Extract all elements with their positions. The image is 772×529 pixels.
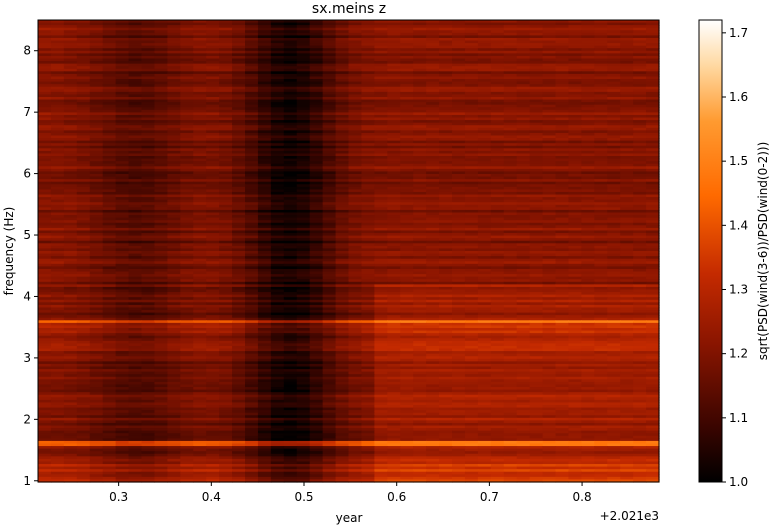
y-tick-label: 8	[23, 44, 31, 58]
x-axis-ticks: 0.3 0.4 0.5 0.6 0.7 0.8	[109, 482, 592, 504]
y-tick-label: 3	[23, 351, 31, 365]
y-tick-label: 7	[23, 105, 31, 119]
x-tick-label: 0.7	[480, 490, 499, 504]
x-tick-label: 0.5	[294, 490, 313, 504]
y-tick-label: 2	[23, 412, 31, 426]
y-tick-label: 6	[23, 167, 31, 181]
colorbar-tick-label: 1.1	[729, 411, 748, 425]
colorbar-tick-label: 1.4	[729, 218, 748, 232]
x-offset-label: +2.021e3	[600, 509, 659, 523]
colorbar	[699, 20, 722, 482]
x-tick-label: 0.3	[109, 490, 128, 504]
colorbar-tick-label: 1.3	[729, 283, 748, 297]
colorbar-ticks: 1.0 1.1 1.2 1.3 1.4 1.5 1.6 1.7	[722, 26, 748, 489]
x-tick-label: 0.8	[573, 490, 592, 504]
heatmap-area	[38, 20, 660, 483]
colorbar-tick-label: 1.0	[729, 475, 748, 489]
x-tick-label: 0.4	[202, 490, 221, 504]
y-axis-label: frequency (Hz)	[2, 207, 16, 296]
y-tick-label: 5	[23, 228, 31, 242]
x-tick-label: 0.6	[387, 490, 406, 504]
y-tick-label: 1	[23, 474, 31, 488]
chart-title: sx.meins z	[312, 1, 386, 17]
colorbar-tick-label: 1.7	[729, 26, 748, 40]
colorbar-tick-label: 1.5	[729, 154, 748, 168]
colorbar-label: sqrt(PSD(wind(3-6))/PSD(wind(0-2)))	[756, 142, 770, 361]
x-axis-label: year	[336, 511, 363, 525]
colorbar-tick-label: 1.2	[729, 347, 748, 361]
colorbar-tick-label: 1.6	[729, 90, 748, 104]
y-tick-label: 4	[23, 289, 31, 303]
y-axis-ticks: 1 2 3 4 5 6 7 8	[23, 44, 38, 488]
